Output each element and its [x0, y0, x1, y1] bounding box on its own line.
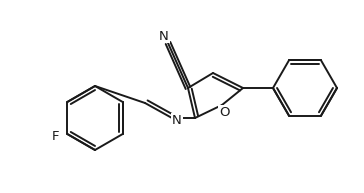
Text: F: F [52, 130, 59, 142]
Text: O: O [219, 106, 229, 119]
Text: N: N [159, 30, 169, 42]
Text: N: N [172, 113, 182, 126]
